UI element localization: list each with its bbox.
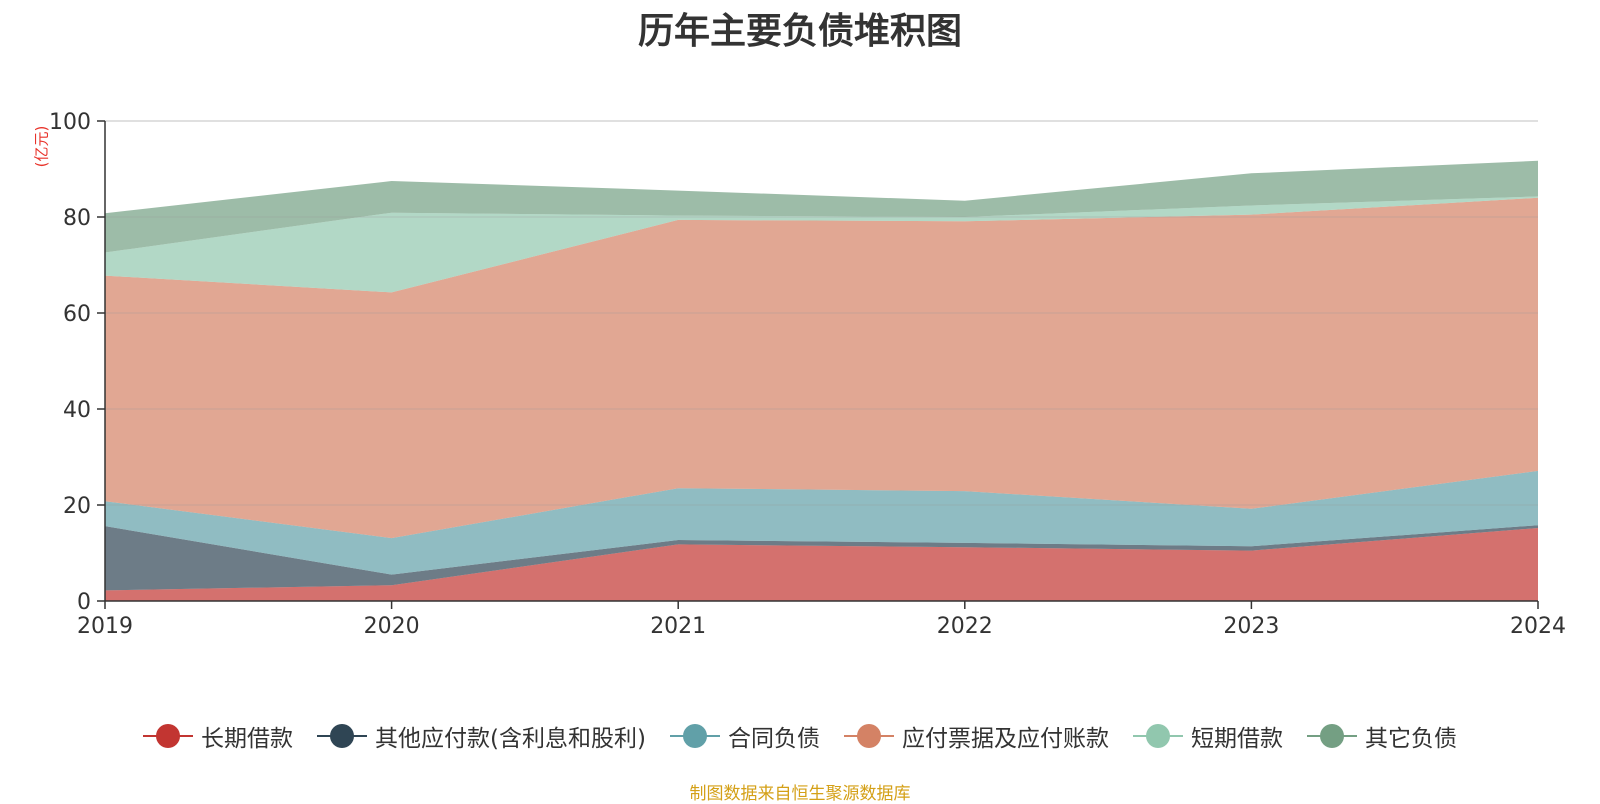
grid-lines bbox=[105, 120, 1538, 506]
area-series-1 bbox=[105, 525, 1538, 591]
legend-marker-icon bbox=[669, 724, 720, 748]
y-tick-label: 60 bbox=[63, 302, 91, 327]
x-tick-label: 2023 bbox=[1223, 614, 1279, 639]
legend-marker-icon bbox=[317, 724, 368, 748]
legend-marker-icon bbox=[1132, 724, 1183, 748]
legend-marker-icon bbox=[1306, 724, 1357, 748]
legend-item-5[interactable]: 其它负债 bbox=[1306, 719, 1457, 753]
legend-marker-icon bbox=[843, 724, 894, 748]
legend-item-3[interactable]: 应付票据及应付账款 bbox=[843, 719, 1109, 753]
x-tick-label: 2024 bbox=[1510, 614, 1566, 639]
chart-title: 历年主要负债堆积图 bbox=[637, 11, 962, 52]
y-tick-label: 80 bbox=[63, 206, 91, 231]
legend-item-0[interactable]: 长期借款 bbox=[143, 719, 293, 753]
y-tick-label: 20 bbox=[63, 494, 91, 519]
y-tick-label: 40 bbox=[63, 398, 91, 423]
x-tick-label: 2021 bbox=[650, 614, 706, 639]
legend-item-2[interactable]: 合同负债 bbox=[669, 719, 820, 753]
stacked-areas bbox=[105, 160, 1538, 601]
legend-label: 合同负债 bbox=[727, 726, 820, 752]
axes: 0 20 40 60 80 100 2019 2020 2021 2022 2023 2024 bbox=[49, 110, 1566, 639]
legend-label: 长期借款 bbox=[201, 726, 294, 752]
legend-marker-icon bbox=[143, 724, 194, 748]
legend-label: 其他应付款(含利息和股利) bbox=[375, 726, 646, 752]
area-series-4 bbox=[105, 196, 1538, 293]
x-tick-label: 2020 bbox=[364, 614, 420, 639]
x-tick-label: 2019 bbox=[77, 614, 133, 639]
legend: 长期借款 其他应付款(含利息和股利) 合同负债 应付票据及应付账款 短期借款 其它负债 bbox=[0, 716, 1600, 756]
area-series-3 bbox=[105, 197, 1538, 539]
area-series-2 bbox=[105, 470, 1538, 575]
area-series-5 bbox=[105, 160, 1538, 253]
area-series-0 bbox=[105, 528, 1538, 601]
y-tick-label: 0 bbox=[77, 590, 91, 615]
legend-item-1[interactable]: 其他应付款(含利息和股利) bbox=[317, 719, 646, 753]
legend-item-4[interactable]: 短期借款 bbox=[1132, 719, 1283, 753]
legend-label: 其它负债 bbox=[1364, 726, 1457, 752]
source-note: 制图数据来自恒生聚源数据库 bbox=[689, 784, 911, 804]
legend-label: 应付票据及应付账款 bbox=[901, 726, 1109, 752]
x-tick-label: 2022 bbox=[937, 614, 993, 639]
y-tick-label: 100 bbox=[49, 110, 91, 135]
legend-label: 短期借款 bbox=[1190, 726, 1283, 752]
